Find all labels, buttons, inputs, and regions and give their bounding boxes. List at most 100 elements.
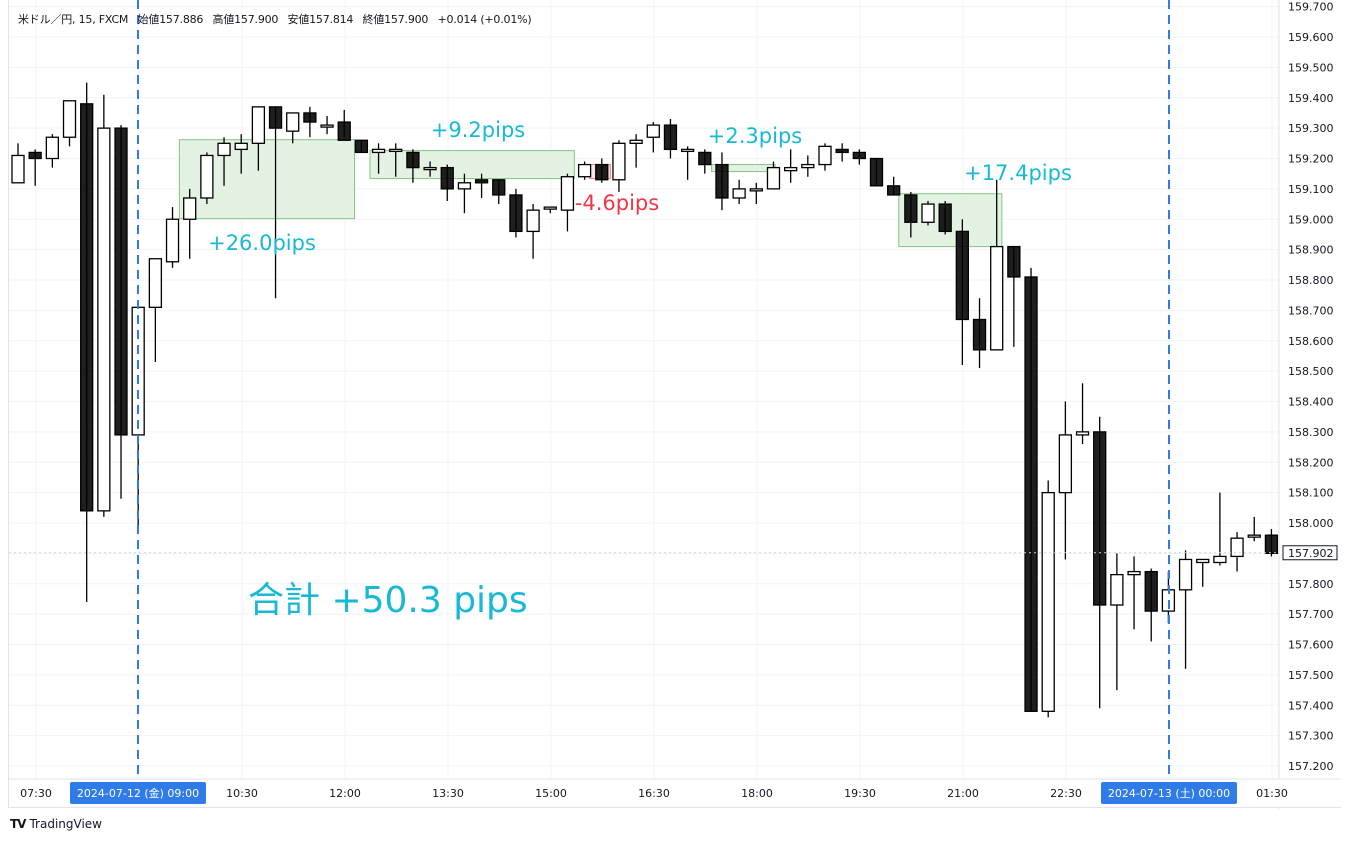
candle [869, 157, 884, 187]
candles [9, 82, 1279, 718]
candle [698, 149, 712, 174]
candle [234, 134, 248, 174]
high-value: 157.900 [234, 13, 279, 26]
price-axis[interactable]: 159.700 159.600 159.500 159.400 159.300 159.2… [1278, 0, 1341, 809]
price-tick-label: 159.500 [1288, 61, 1334, 74]
tradingview-brand: TradingView [29, 817, 102, 831]
price-tick-label: 159.600 [1288, 31, 1334, 44]
price-axis-bg[interactable] [1279, 0, 1341, 779]
candle [1213, 492, 1227, 566]
candle [715, 152, 729, 211]
candle [818, 143, 832, 171]
candle [28, 149, 42, 186]
candle [1144, 568, 1158, 642]
profit-trade-box[interactable] [369, 150, 575, 180]
candle [801, 155, 815, 177]
candle [80, 82, 94, 602]
profit-pips-label: +26.0pips [208, 231, 316, 255]
candle [457, 173, 472, 214]
candle [904, 191, 918, 238]
candle [131, 301, 145, 530]
loss-pips-label: -4.6pips [575, 191, 659, 215]
total-pips-label: 合計 +50.3 pips [248, 580, 528, 621]
low-value: 157.814 [309, 13, 354, 26]
candle [165, 207, 180, 268]
time-tick-label: 22:30 [1050, 787, 1082, 800]
candle [543, 206, 557, 214]
price-tick-label: 158.200 [1288, 456, 1334, 469]
pips-labels: +26.0pips +9.2pips -4.6pips +2.3pips +17.4pi… [208, 118, 1072, 621]
candle [183, 188, 197, 259]
candle [646, 122, 660, 153]
price-tick-label: 158.400 [1288, 396, 1334, 409]
candle [938, 201, 952, 235]
grid-lines [9, 0, 1279, 779]
candle [732, 179, 746, 205]
time-tick-label: 21:00 [947, 787, 979, 800]
candle [268, 106, 283, 299]
candle [1024, 267, 1038, 712]
candle [835, 143, 849, 162]
candle [1093, 416, 1107, 709]
price-tick-label: 158.600 [1288, 335, 1334, 348]
price-tick-label: 159.700 [1288, 1, 1334, 14]
tradingview-logo[interactable]: TV TradingView [10, 817, 102, 831]
session-date-badge [70, 782, 206, 804]
candle [1127, 556, 1141, 630]
candle [577, 161, 592, 180]
price-tick-label: 158.900 [1288, 244, 1334, 257]
current-price-value: 157.902 [1288, 547, 1334, 560]
candle [354, 139, 369, 154]
candle [663, 119, 678, 159]
time-tick-label: 13:30 [432, 787, 464, 800]
candle [45, 134, 59, 168]
time-axis[interactable]: 07:30 2024-07-12 (金) 09:00 10:30 12:00 13:30… [9, 778, 1341, 807]
time-tick-label: 2024-07-13 (土) 00:00 [1108, 787, 1230, 800]
price-tick-label: 159.200 [1288, 153, 1334, 166]
candle [955, 219, 969, 366]
candle [474, 173, 489, 198]
price-tick-label: 158.800 [1288, 274, 1334, 287]
high-label: 高値 [212, 13, 235, 26]
candle [560, 173, 575, 232]
price-tick-label: 158.300 [1288, 426, 1334, 439]
candle [972, 298, 987, 369]
candle [337, 109, 351, 141]
candle [990, 179, 1004, 351]
candle [440, 164, 454, 202]
close-value: 157.900 [384, 13, 429, 26]
candle [1007, 245, 1021, 347]
candle [629, 134, 643, 168]
close-label: 終値 [362, 13, 385, 26]
candle [595, 158, 609, 183]
price-tick-label: 157.400 [1288, 699, 1334, 712]
price-tick-label: 159.100 [1288, 183, 1334, 196]
time-tick-label: 18:00 [741, 787, 773, 800]
time-tick-label: 01:30 [1256, 787, 1288, 800]
candle [784, 149, 798, 183]
candle [526, 204, 540, 259]
low-label: 安値 [287, 13, 310, 26]
session-dividers [137, 0, 1170, 779]
candle [1041, 480, 1055, 718]
candle [1178, 550, 1193, 669]
current-price-badge [1282, 545, 1338, 561]
price-tick-label: 158.000 [1288, 517, 1334, 530]
open-label: 始値 [137, 13, 160, 26]
candle [303, 106, 317, 138]
candle [1196, 558, 1210, 587]
candle [114, 125, 128, 499]
price-tick-label: 159.300 [1288, 122, 1334, 135]
trade-boxes [178, 139, 1003, 248]
price-tick-label: 158.700 [1288, 304, 1334, 317]
candle [11, 143, 25, 184]
profit-pips-label: +2.3pips [708, 124, 802, 148]
time-tick-label: 10:30 [226, 787, 258, 800]
price-tick-label: 157.600 [1288, 639, 1334, 652]
candle [423, 161, 437, 177]
price-tick-label: 157.300 [1288, 730, 1334, 743]
candle [1075, 383, 1090, 445]
symbol-name[interactable]: 米ドル／円, 15, FXCM [18, 13, 129, 26]
change-value: +0.014 (+0.01%) [437, 13, 532, 26]
